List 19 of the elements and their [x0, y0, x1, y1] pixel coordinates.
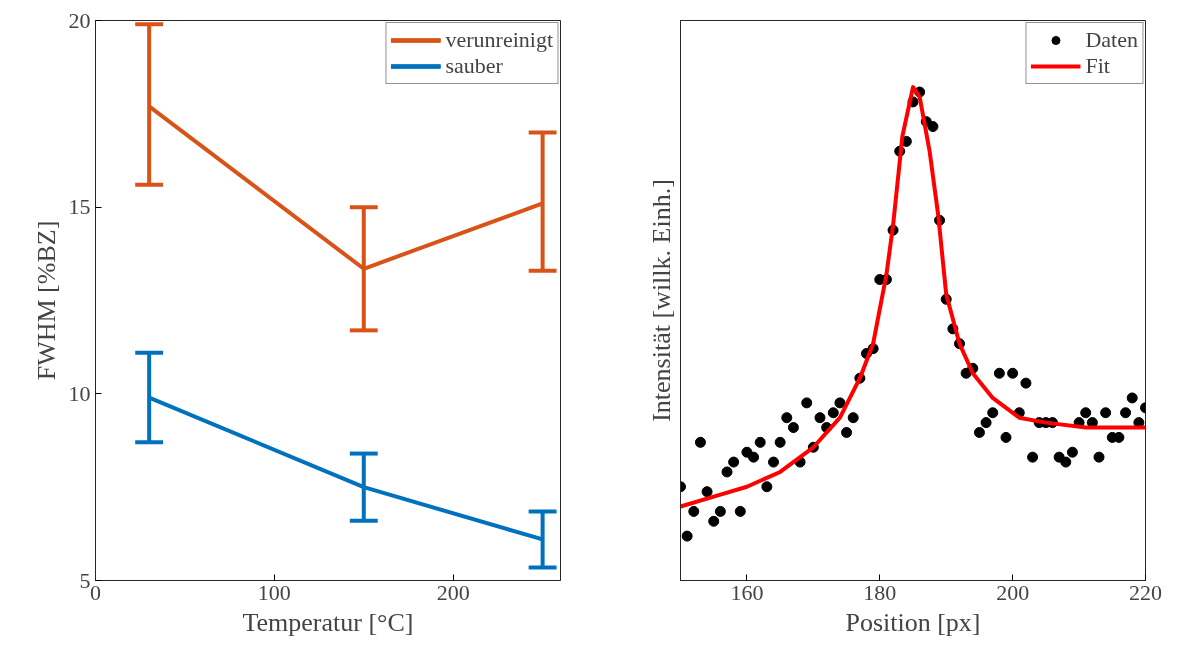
legend-label: sauber	[445, 53, 503, 79]
legend-label: Fit	[1085, 53, 1110, 79]
y-axis-title: FWHM [%BZ]	[31, 220, 61, 381]
x-tick-label: 220	[1129, 579, 1162, 605]
y-tick-label: 5	[79, 567, 91, 593]
y-tick-label: 15	[68, 194, 91, 220]
legend-label: Daten	[1085, 27, 1138, 53]
x-tick-label: 200	[996, 579, 1030, 605]
x-axis-title: Temperatur [°C]	[242, 607, 414, 637]
x-tick-label: 180	[863, 579, 897, 605]
x-tick-label: 160	[730, 579, 764, 605]
y-tick-label: 10	[68, 380, 91, 406]
legend-label: verunreinigt	[445, 27, 553, 53]
x-tick-label: 0	[90, 579, 101, 605]
x-tick-label: 100	[257, 579, 291, 605]
x-tick-label: 200	[436, 579, 470, 605]
y-axis-title: Intensität [willk. Einh.]	[646, 179, 676, 422]
y-tick-label: 20	[68, 7, 91, 33]
x-axis-title: Position [px]	[845, 607, 981, 637]
